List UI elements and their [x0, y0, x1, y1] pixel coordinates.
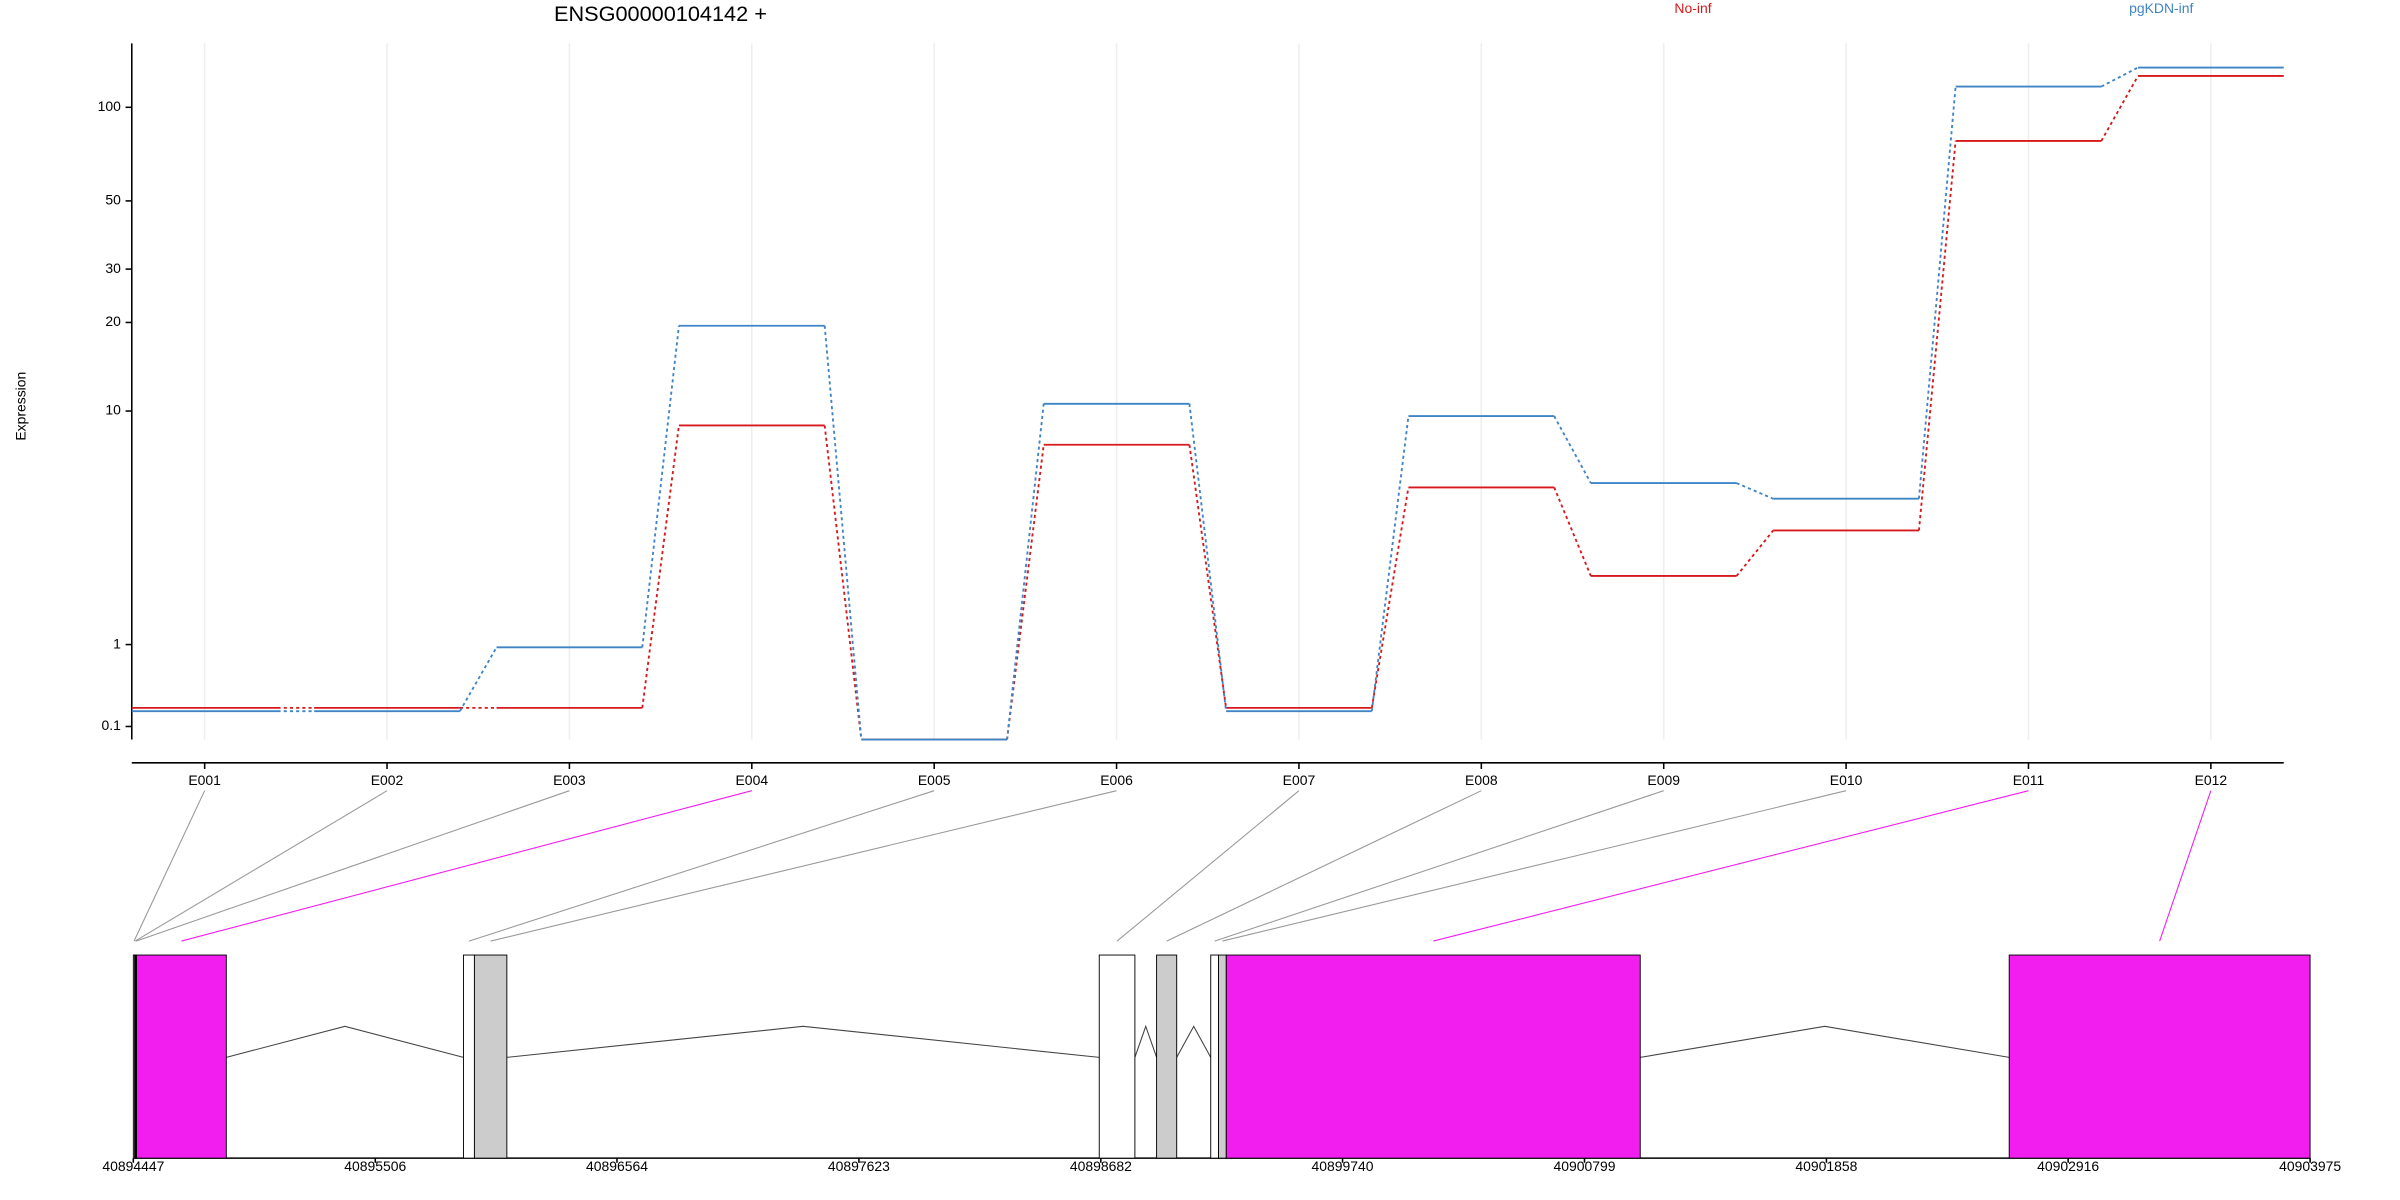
y-tick-label: 1 [113, 635, 121, 651]
exon-link [1116, 790, 1300, 942]
x-tick-label: E001 [188, 772, 221, 788]
series-connector [1370, 487, 1410, 709]
y-tick-label: 20 [105, 313, 121, 329]
genome-tick-label: 40900799 [1553, 1158, 1615, 1174]
genome-tick-label: 40901858 [1795, 1158, 1857, 1174]
exon [1156, 954, 1178, 1159]
chart-title: ENSG00000104142 + [554, 1, 767, 26]
series-connector [2100, 75, 2139, 142]
series-connector [1188, 403, 1227, 712]
x-tick-label: E005 [918, 772, 951, 788]
genome-tick-label: 40896564 [586, 1158, 648, 1174]
genome-tick-label: 40894447 [102, 1158, 164, 1174]
series-connector [641, 325, 680, 648]
exon-link [1166, 790, 1482, 942]
intron [506, 1025, 1100, 1058]
x-tick-label: E011 [2013, 772, 2045, 788]
y-tick-label: 100 [98, 98, 122, 114]
genome-tick-label: 40898682 [1070, 1158, 1132, 1174]
x-tick-label: E004 [736, 772, 769, 788]
x-tick-label: E003 [553, 772, 586, 788]
series-connector [459, 646, 498, 712]
y-tick-label: 30 [105, 260, 121, 276]
legend-label: pgKDN-inf [2129, 0, 2193, 16]
exon [1098, 954, 1136, 1159]
series-connector [1188, 444, 1227, 709]
y-tick-label: 10 [105, 402, 121, 418]
x-tick-label: E012 [2195, 772, 2228, 788]
y-tick-label: 0.1 [102, 717, 122, 733]
exon [1210, 954, 1219, 1159]
exon [136, 954, 227, 1159]
series-connector [1736, 482, 1774, 500]
exon-link [2159, 790, 2212, 942]
series-connector [823, 325, 863, 740]
x-tick-label: E009 [1647, 772, 1680, 788]
intron [1176, 1025, 1212, 1058]
series-connector [1553, 415, 1592, 484]
genome-tick-label: 40902916 [2037, 1158, 2099, 1174]
series-connector [1918, 140, 1957, 531]
x-tick-label: E010 [1830, 772, 1863, 788]
exon [2008, 954, 2311, 1159]
legend-label: No-inf [1674, 0, 1711, 16]
exon-link [1433, 790, 2029, 942]
y-axis-label: Expression [12, 372, 28, 441]
x-tick-label: E002 [371, 772, 404, 788]
genome-tick-label: 40897623 [828, 1158, 890, 1174]
genome-tick-label: 40895506 [344, 1158, 406, 1174]
exon-link [135, 790, 570, 942]
genome-tick-label: 40899740 [1312, 1158, 1374, 1174]
series-connector [1735, 529, 1774, 577]
intron [226, 1025, 464, 1058]
x-tick-label: E007 [1283, 772, 1316, 788]
exon-link [468, 790, 935, 942]
intron [1134, 1024, 1158, 1058]
exon-link [181, 790, 752, 942]
exon-link [1214, 790, 1664, 942]
genome-tick-label: 40903975 [2279, 1158, 2341, 1174]
intron [1640, 1025, 2010, 1058]
series-connector [2100, 66, 2139, 88]
exon-link [490, 790, 1117, 942]
series-connector [641, 425, 680, 708]
series-connector [1006, 403, 1045, 740]
x-tick-label: E008 [1465, 772, 1498, 788]
series-connector [1553, 487, 1592, 577]
y-tick-label: 50 [105, 192, 121, 208]
exon [1225, 954, 1641, 1159]
exon [473, 954, 508, 1159]
exon-link [134, 790, 388, 942]
exon-link [1222, 790, 1847, 942]
exon-link [133, 790, 206, 942]
series-connector [823, 425, 863, 740]
x-tick-label: E006 [1100, 772, 1133, 788]
series-connector [1918, 86, 1957, 499]
exon [462, 954, 475, 1159]
exon [1218, 954, 1227, 1159]
series-connector [1370, 415, 1410, 712]
